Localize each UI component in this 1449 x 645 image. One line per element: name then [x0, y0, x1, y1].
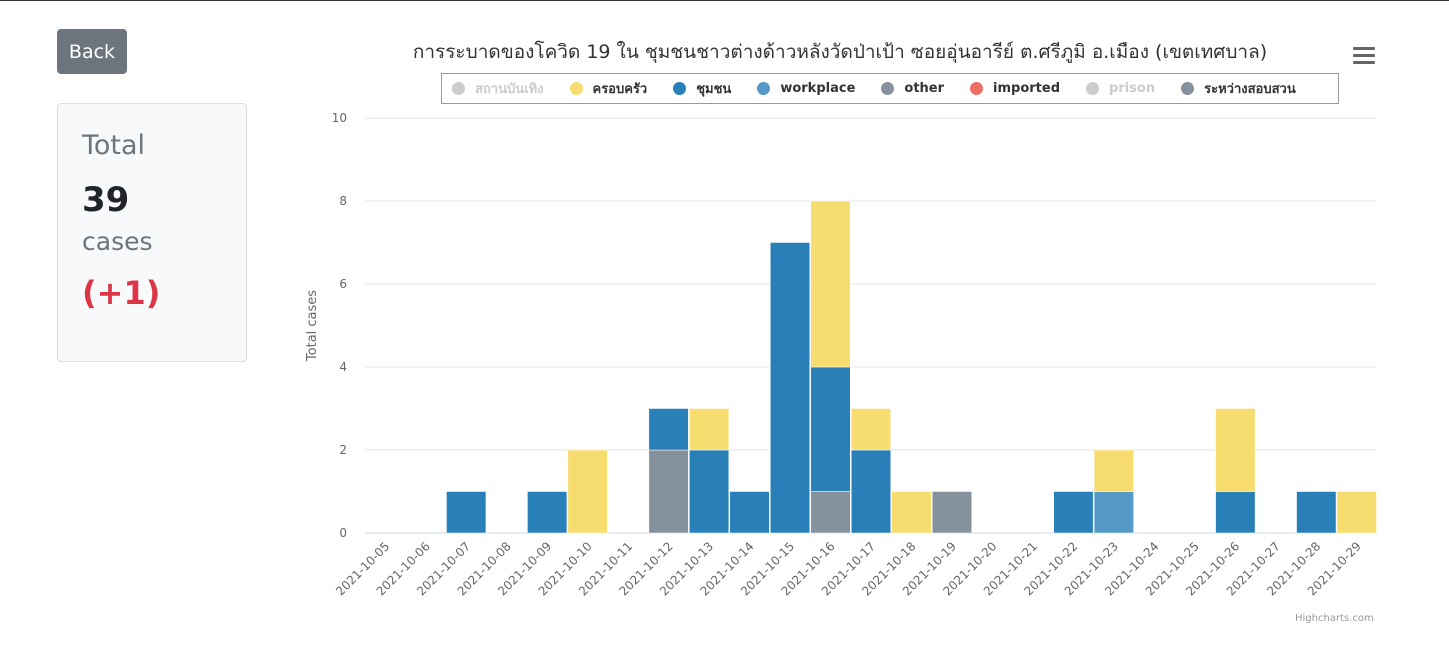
- total-delta: (+1): [82, 274, 161, 312]
- chart-legend: สถานบันเทิง ครอบครัว ชุมชน workplace other im…: [441, 73, 1339, 104]
- legend-marker: [452, 82, 465, 95]
- hamburger-menu-icon[interactable]: [1353, 47, 1375, 65]
- total-label: Total: [82, 130, 146, 161]
- bar-community-2021-10-26: [1215, 491, 1256, 534]
- y-axis-title: Total cases: [305, 290, 320, 362]
- y-tick-label: 4: [339, 360, 347, 374]
- y-tick-label: 0: [339, 526, 347, 540]
- bar-family-2021-10-26: [1215, 408, 1256, 492]
- legend-label: prison: [1109, 81, 1156, 96]
- legend-label: ระหว่างสอบสวน: [1204, 82, 1296, 97]
- legend-label: other: [904, 81, 945, 96]
- bar-community-2021-10-12: [648, 408, 689, 451]
- bar-family-2021-10-13: [689, 408, 730, 451]
- bar-community-2021-10-14: [729, 491, 770, 534]
- back-button[interactable]: Back: [57, 29, 127, 74]
- legend-item-family[interactable]: ครอบครัว: [569, 78, 648, 99]
- bar-investigating-2021-10-16: [810, 491, 851, 534]
- legend-item-community[interactable]: ชุมชน: [673, 78, 731, 99]
- legend-label: สถานบันเทิง: [475, 82, 544, 97]
- bar-family-2021-10-23: [1093, 449, 1134, 492]
- chart-title: การระบาดของโควิด 19 ใน ชุมชนชาวต่างด้าวห…: [412, 41, 1268, 63]
- bar-family-2021-10-10: [567, 449, 608, 534]
- bar-community-2021-10-16: [810, 366, 851, 492]
- bar-family-2021-10-16: [810, 200, 851, 368]
- legend-marker: [569, 82, 583, 95]
- legend-item-entertainment[interactable]: สถานบันเทิง: [452, 78, 544, 99]
- bar-community-2021-10-22: [1053, 491, 1094, 534]
- y-tick-label: 10: [332, 111, 347, 125]
- total-cases-card: Total 39 cases (+1): [57, 103, 247, 362]
- credits-link[interactable]: Highcharts.com: [1295, 613, 1374, 624]
- legend-marker: [881, 82, 895, 95]
- legend-label: imported: [993, 81, 1061, 96]
- legend-marker: [970, 82, 984, 95]
- legend-item-workplace[interactable]: workplace: [757, 81, 855, 96]
- bar-family-2021-10-17: [851, 408, 891, 451]
- legend-label: ครอบครัว: [592, 82, 648, 97]
- bar-community-2021-10-07: [446, 491, 487, 534]
- bar-workplace-2021-10-23: [1093, 491, 1134, 534]
- legend-label: ชุมชน: [696, 82, 732, 97]
- y-tick-label: 2: [339, 443, 347, 457]
- legend-item-prison[interactable]: prison: [1086, 81, 1155, 96]
- total-unit: cases: [82, 227, 153, 256]
- legend-item-other[interactable]: other: [881, 81, 944, 96]
- legend-marker: [673, 82, 687, 95]
- total-count: 39: [82, 180, 130, 220]
- bar-investigating-2021-10-19: [931, 491, 972, 534]
- bar-community-2021-10-15: [770, 242, 811, 534]
- bar-community-2021-10-09: [527, 491, 568, 534]
- bar-family-2021-10-18: [891, 491, 932, 534]
- legend-item-imported[interactable]: imported: [970, 81, 1060, 96]
- legend-marker: [1181, 82, 1195, 95]
- bar-community-2021-10-28: [1296, 491, 1337, 534]
- legend-marker: [1086, 82, 1100, 95]
- bar-investigating-2021-10-12: [648, 449, 689, 534]
- bar-family-2021-10-29: [1336, 491, 1377, 534]
- bar-community-2021-10-13: [689, 449, 730, 534]
- legend-item-investigating[interactable]: ระหว่างสอบสวน: [1181, 78, 1296, 99]
- legend-marker: [757, 82, 771, 95]
- y-tick-label: 8: [339, 194, 347, 208]
- bar-community-2021-10-17: [851, 449, 891, 534]
- y-tick-label: 6: [339, 277, 347, 291]
- legend-label: workplace: [780, 81, 856, 96]
